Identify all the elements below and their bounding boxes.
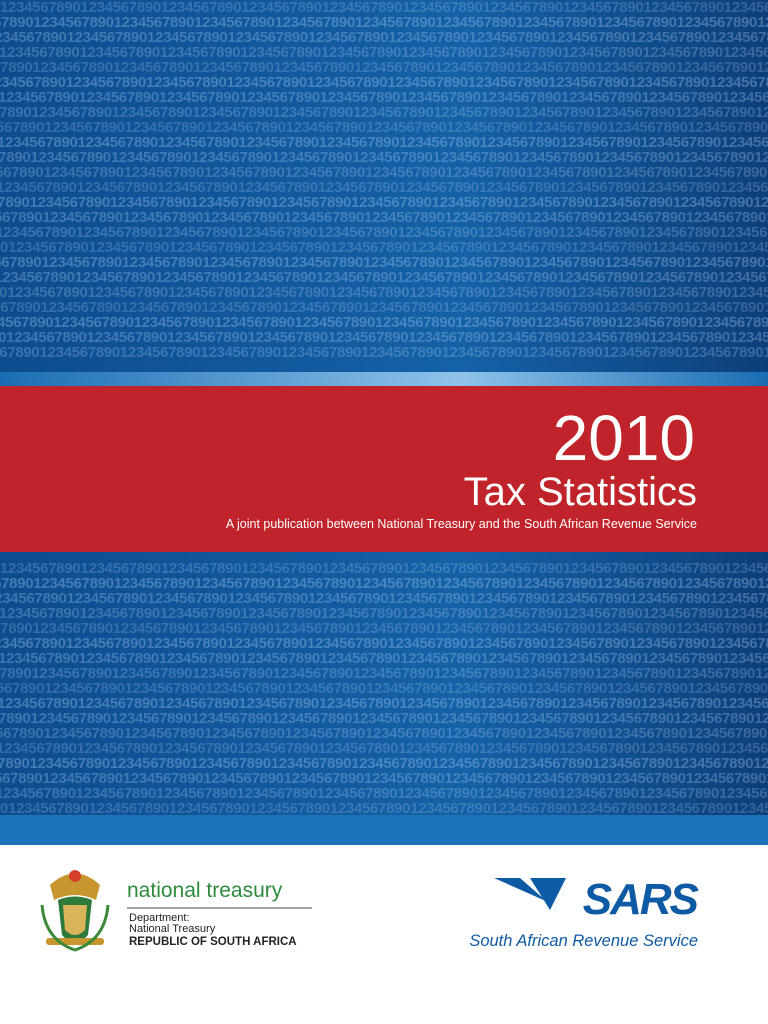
light-strip	[0, 372, 768, 386]
number-row: 1234567890123456789012345678901234567890…	[0, 560, 768, 577]
number-row: 1234567890123456789012345678901234567890…	[0, 149, 768, 166]
number-row: 9012345678901234567890123456789012345678…	[0, 239, 768, 256]
sars-swoosh	[494, 878, 566, 910]
light-strip	[0, 815, 768, 845]
number-row: 8901234567890123456789012345678901234567…	[0, 134, 768, 151]
number-pattern-top: 1234567890123456789012345678901234567890…	[0, 0, 768, 361]
number-row: 9012345678901234567890123456789012345678…	[0, 650, 768, 667]
subtitle: A joint publication between National Tre…	[226, 517, 697, 531]
treasury-line: Department:	[129, 912, 190, 924]
treasury-name: national treasury	[127, 879, 283, 902]
number-row: 3456789012345678901234567890123456789012…	[0, 620, 768, 637]
year: 2010	[553, 402, 695, 474]
number-row: 4567890123456789012345678901234567890123…	[0, 14, 768, 31]
number-row: 2345678901234567890123456789012345678901…	[0, 104, 768, 121]
coat-of-arms	[40, 870, 110, 952]
number-row: 1234567890123456789012345678901234567890…	[0, 299, 768, 316]
number-row: 2345678901234567890123456789012345678901…	[0, 665, 768, 682]
number-row: 5678901234567890123456789012345678901234…	[0, 119, 768, 136]
number-pattern-bottom: 1234567890123456789012345678901234567890…	[0, 560, 768, 817]
number-row: 3456789012345678901234567890123456789012…	[0, 59, 768, 76]
sars-tagline: South African Revenue Service	[469, 932, 698, 950]
number-row: 6789012345678901234567890123456789012345…	[0, 785, 768, 802]
number-row: 9012345678901234567890123456789012345678…	[0, 800, 768, 817]
number-row: 7890123456789012345678901234567890123456…	[0, 29, 768, 46]
treasury-line: REPUBLIC OF SOUTH AFRICA	[129, 936, 297, 948]
number-row: 0123456789012345678901234567890123456789…	[0, 344, 768, 361]
number-row: 8901234567890123456789012345678901234567…	[0, 284, 768, 301]
number-row: 4567890123456789012345678901234567890123…	[0, 314, 768, 331]
red-band	[0, 386, 768, 552]
number-row: 7890123456789012345678901234567890123456…	[0, 740, 768, 757]
number-row: 2345678901234567890123456789012345678901…	[0, 254, 768, 271]
number-row: 6789012345678901234567890123456789012345…	[0, 224, 768, 241]
number-row: 5678901234567890123456789012345678901234…	[0, 269, 768, 286]
number-row: 9012345678901234567890123456789012345678…	[0, 89, 768, 106]
number-row: 7890123456789012345678901234567890123456…	[0, 179, 768, 196]
number-row: 0123456789012345678901234567890123456789…	[0, 755, 768, 772]
number-row: 1234567890123456789012345678901234567890…	[0, 710, 768, 727]
number-row: 7890123456789012345678901234567890123456…	[0, 590, 768, 607]
number-row: 3456789012345678901234567890123456789012…	[0, 770, 768, 787]
title: Tax Statistics	[464, 470, 697, 514]
number-row: 1234567890123456789012345678901234567890…	[0, 0, 768, 16]
number-row: 3456789012345678901234567890123456789012…	[0, 209, 768, 226]
number-row: 0123456789012345678901234567890123456789…	[0, 44, 768, 61]
sars-logo: SARS	[583, 875, 699, 924]
number-row: 5678901234567890123456789012345678901234…	[0, 680, 768, 697]
number-row: 4567890123456789012345678901234567890123…	[0, 575, 768, 592]
number-row: 7890123456789012345678901234567890123456…	[0, 329, 768, 346]
number-row: 4567890123456789012345678901234567890123…	[0, 725, 768, 742]
treasury-line: National Treasury	[129, 923, 216, 935]
number-row: 0123456789012345678901234567890123456789…	[0, 194, 768, 211]
number-row: 6789012345678901234567890123456789012345…	[0, 635, 768, 652]
number-row: 8901234567890123456789012345678901234567…	[0, 695, 768, 712]
number-row: 4567890123456789012345678901234567890123…	[0, 164, 768, 181]
number-row: 6789012345678901234567890123456789012345…	[0, 74, 768, 91]
number-row: 0123456789012345678901234567890123456789…	[0, 605, 768, 622]
